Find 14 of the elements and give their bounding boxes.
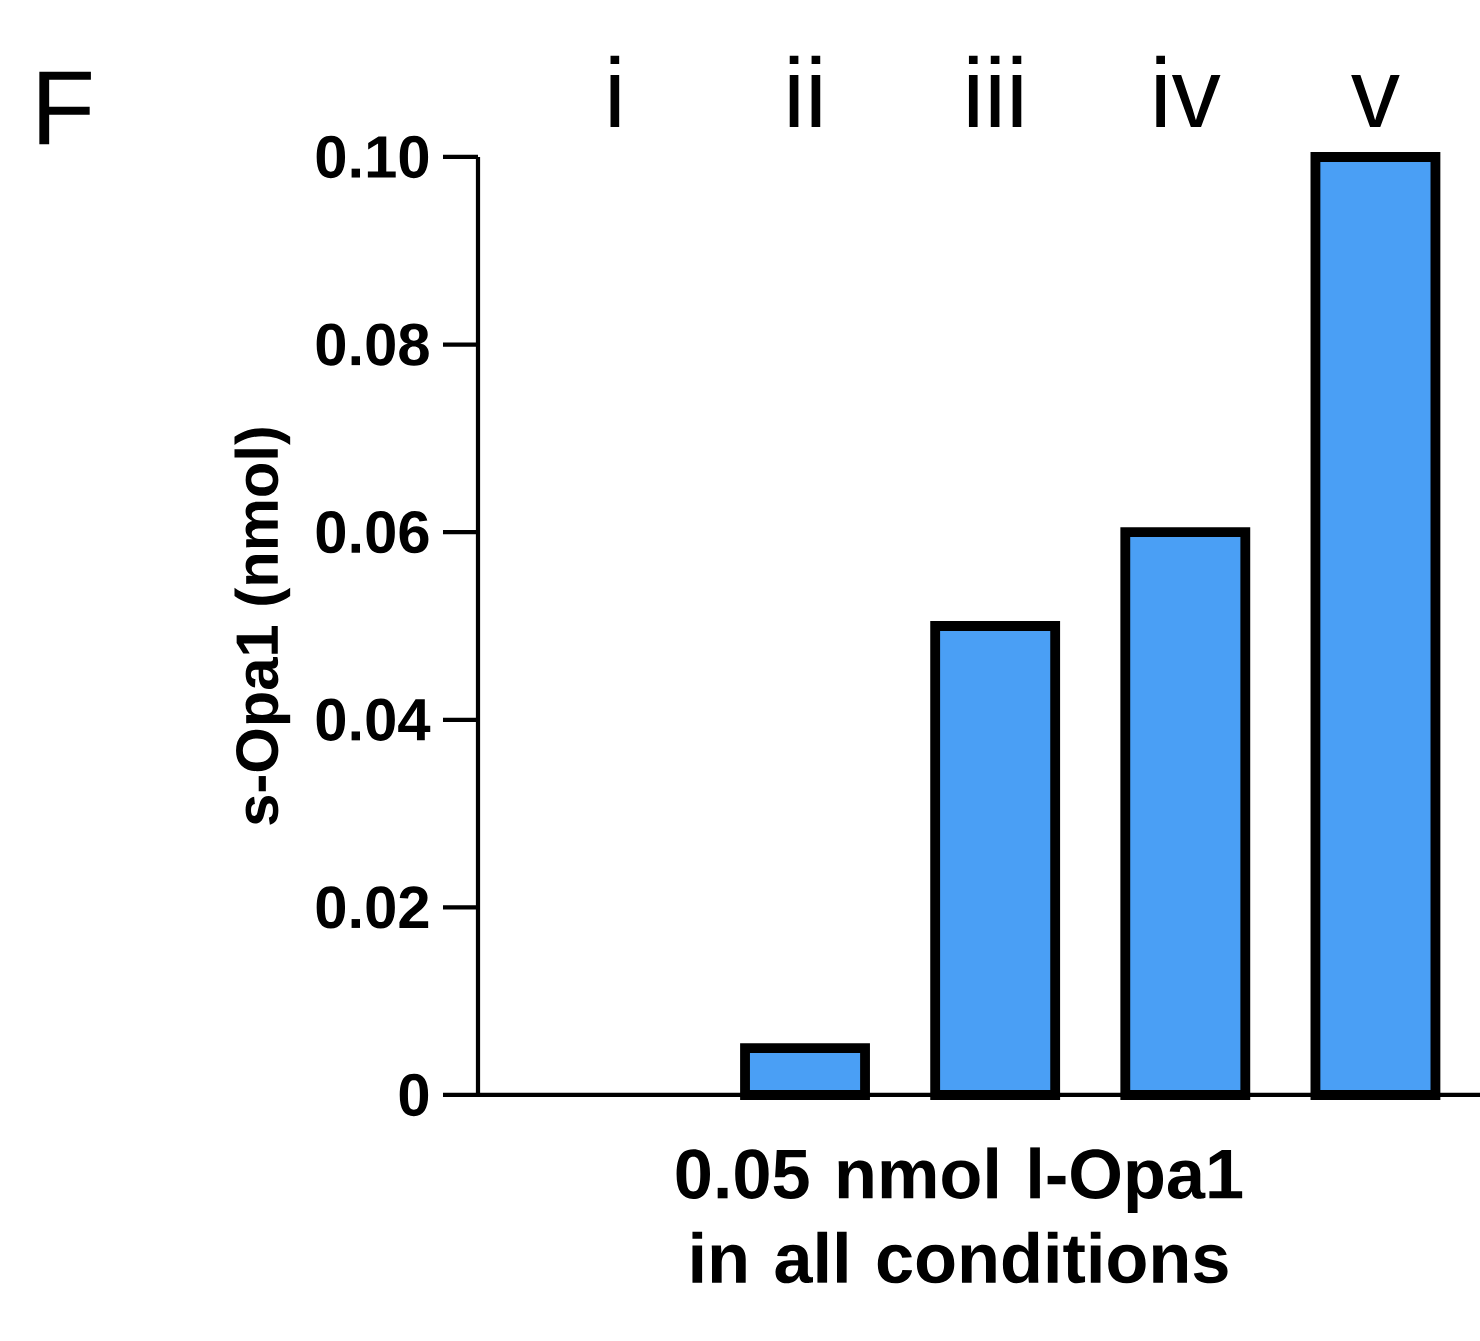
x-tick-label: iii xyxy=(968,55,1022,128)
y-axis-title: s-Opa1 (nmol) xyxy=(234,428,291,825)
x-tick-label: i xyxy=(610,55,620,128)
y-tick-label: 0 xyxy=(399,1073,429,1117)
x-tick-label: ii xyxy=(789,55,821,128)
x-axis-title: 0.05 nmol l-Opa1 in all conditions xyxy=(676,1147,1243,1284)
y-tick-label: 0.06 xyxy=(316,511,429,554)
y-tick-label: 0.02 xyxy=(316,886,429,929)
x-tick-label: v xyxy=(1351,75,1400,128)
y-tick-label: 0.10 xyxy=(316,135,429,179)
y-tick-label: 0.04 xyxy=(316,698,431,741)
y-tick-label: 0.08 xyxy=(316,323,429,366)
x-tick-label: iv xyxy=(1156,55,1221,128)
text: F xyxy=(39,71,91,145)
